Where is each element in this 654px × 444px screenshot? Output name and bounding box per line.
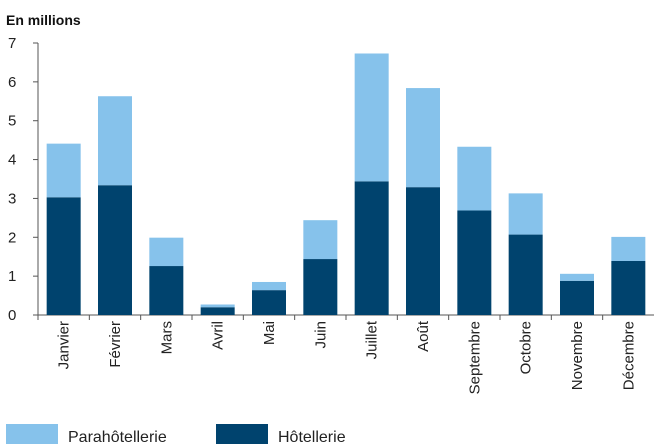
- bar-hotellerie: [46, 197, 81, 315]
- x-tick-label: Octobre: [518, 321, 535, 374]
- y-tick-label: 2: [8, 229, 16, 246]
- bar-parahotellerie: [457, 146, 492, 211]
- bar-parahotellerie: [149, 237, 184, 267]
- bar-hotellerie: [354, 181, 389, 315]
- bar-hotellerie: [98, 185, 132, 315]
- bars: [46, 53, 646, 315]
- bar-hotellerie: [200, 307, 235, 315]
- bar-hotellerie: [611, 260, 646, 315]
- x-tick-label: Août: [415, 320, 432, 352]
- y-tick-label: 0: [8, 307, 16, 324]
- legend: Parahôtellerie Hôtellerie: [6, 424, 346, 444]
- bar-parahotellerie: [611, 236, 646, 261]
- y-tick-label: 6: [8, 74, 16, 91]
- bar-hotellerie: [560, 280, 594, 315]
- x-tick-label: Décembre: [620, 321, 637, 390]
- x-tick-label: Septembre: [466, 321, 483, 394]
- y-tick-label: 4: [8, 152, 16, 169]
- legend-swatch-parahotellerie: [6, 424, 58, 444]
- bar-hotellerie: [406, 187, 440, 315]
- bar-parahotellerie: [200, 304, 235, 308]
- x-tick-label: Février: [107, 321, 124, 368]
- bar-parahotellerie: [46, 143, 81, 198]
- legend-label-parahotellerie: Parahôtellerie: [68, 429, 167, 444]
- x-tick-label: Avril: [210, 321, 227, 350]
- unit-label: En millions: [6, 12, 81, 28]
- bar-parahotellerie: [508, 193, 543, 235]
- x-axis: Janvier Février Mars Avril Mai Juin Juillet Aoû…: [37, 314, 654, 394]
- bar-hotellerie: [252, 290, 286, 315]
- bar-parahotellerie: [354, 53, 389, 182]
- y-tick-label: 5: [8, 113, 16, 130]
- legend-swatch-hotellerie: [216, 424, 268, 444]
- bar-parahotellerie: [560, 273, 594, 281]
- bar-parahotellerie: [406, 88, 440, 188]
- x-tick-label: Mai: [261, 321, 278, 345]
- y-tick-label: 1: [8, 268, 16, 285]
- bar-parahotellerie: [252, 281, 286, 291]
- x-tick-label: Juin: [312, 321, 329, 349]
- y-axis: 0 1 2 3 4 5 6 7: [8, 35, 39, 324]
- x-tick-label: Mars: [158, 321, 175, 354]
- x-tick-label: Novembre: [569, 321, 586, 390]
- x-tick-label: Juillet: [364, 320, 381, 359]
- x-tick-label: Janvier: [56, 321, 73, 369]
- bar-hotellerie: [303, 259, 338, 315]
- bar-hotellerie: [149, 266, 184, 315]
- bar-hotellerie: [508, 234, 543, 315]
- y-tick-label: 3: [8, 190, 16, 207]
- bar-parahotellerie: [303, 220, 338, 260]
- bar-parahotellerie: [98, 96, 132, 186]
- bar-hotellerie: [457, 210, 492, 315]
- legend-label-hotellerie: Hôtellerie: [278, 429, 346, 444]
- y-tick-label: 7: [8, 35, 16, 52]
